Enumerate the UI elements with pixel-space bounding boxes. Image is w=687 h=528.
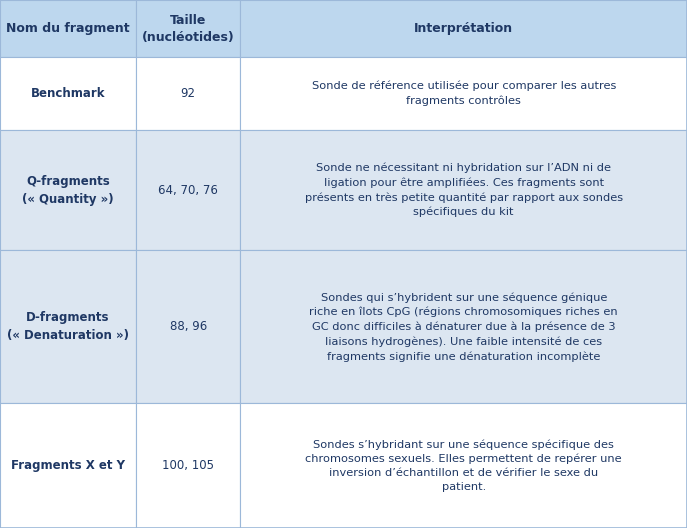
Text: Taille
(nucléotides): Taille (nucléotides) <box>142 14 235 43</box>
Bar <box>0 57 136 130</box>
Text: Interprétation: Interprétation <box>414 22 513 35</box>
Text: Benchmark: Benchmark <box>31 87 105 100</box>
Text: Sondes s’hybridant sur une séquence spécifique des
chromosomes sexuels. Elles pe: Sondes s’hybridant sur une séquence spéc… <box>306 439 622 492</box>
Bar <box>0 0 136 57</box>
Text: 64, 70, 76: 64, 70, 76 <box>158 184 218 196</box>
Bar <box>240 0 687 57</box>
Bar <box>240 57 687 130</box>
Text: D-fragments
(« Denaturation »): D-fragments (« Denaturation ») <box>7 312 129 342</box>
Bar <box>136 403 240 528</box>
Bar <box>136 57 240 130</box>
Text: Sondes qui s’hybrident sur une séquence génique
riche en îlots CpG (régions chro: Sondes qui s’hybrident sur une séquence … <box>309 292 618 362</box>
Text: 100, 105: 100, 105 <box>162 459 214 472</box>
Text: Fragments X et Y: Fragments X et Y <box>11 459 125 472</box>
Text: Q-fragments
(« Quantity »): Q-fragments (« Quantity ») <box>22 175 114 205</box>
Bar <box>0 130 136 250</box>
Bar <box>0 250 136 403</box>
Text: Sonde de référence utilisée pour comparer les autres
fragments contrôles: Sonde de référence utilisée pour compare… <box>311 81 616 106</box>
Bar <box>136 130 240 250</box>
Bar <box>136 0 240 57</box>
Text: Nom du fragment: Nom du fragment <box>6 22 130 35</box>
Bar <box>240 403 687 528</box>
Bar <box>240 250 687 403</box>
Text: 88, 96: 88, 96 <box>170 320 207 333</box>
Bar <box>240 130 687 250</box>
Text: 92: 92 <box>181 87 196 100</box>
Bar <box>0 403 136 528</box>
Text: Sonde ne nécessitant ni hybridation sur l’ADN ni de
ligation pour être amplifiée: Sonde ne nécessitant ni hybridation sur … <box>304 163 623 218</box>
Bar <box>136 250 240 403</box>
